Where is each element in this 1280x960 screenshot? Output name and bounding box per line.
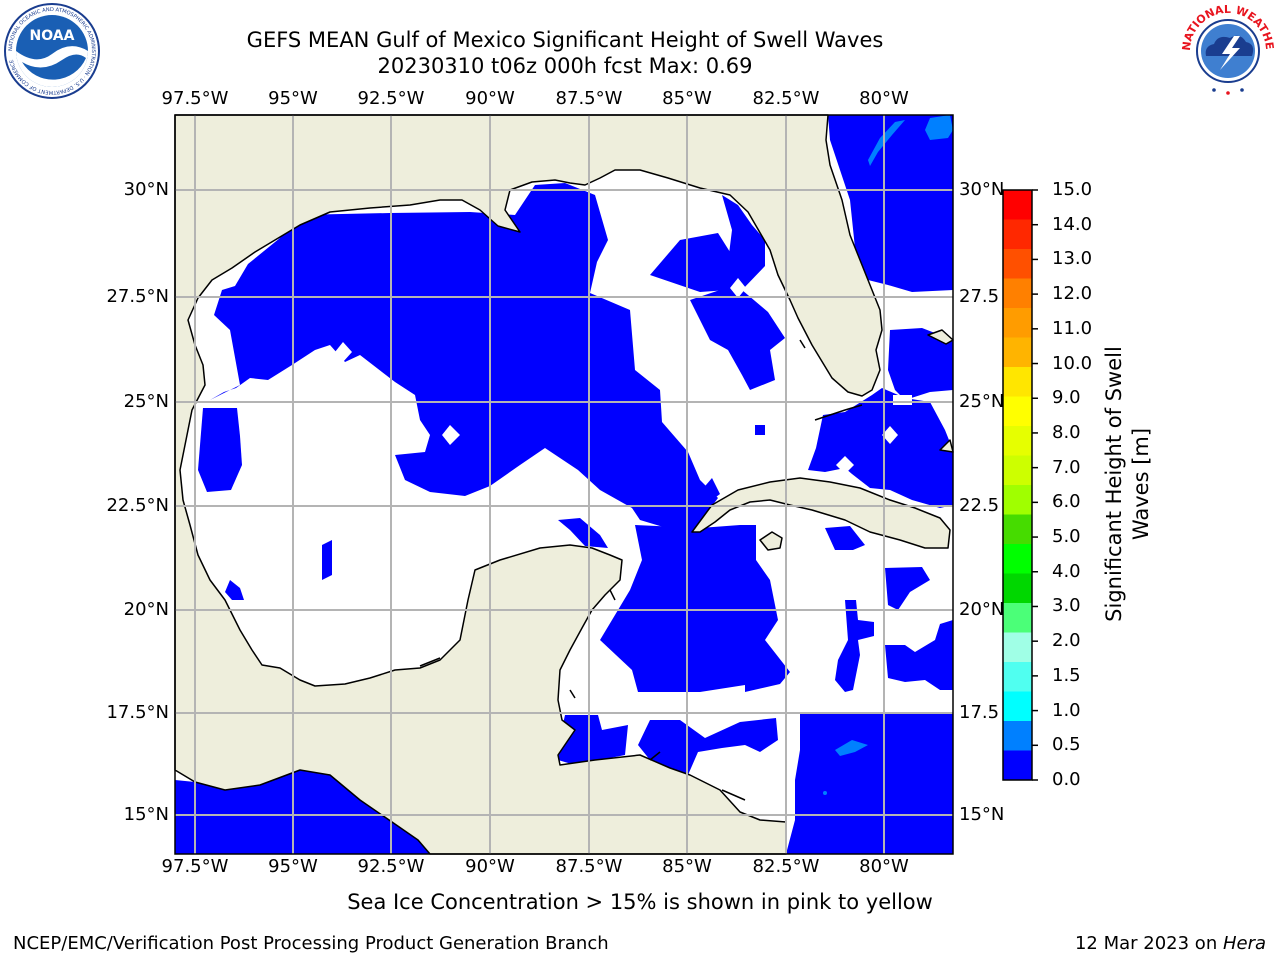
noaa-logo: NOAA NATIONAL OCEANIC AND ATMOSPHERIC AD… [4, 3, 100, 99]
lon-label-bottom: 80°W [859, 856, 909, 877]
small-islands [419, 339, 863, 801]
lon-label-top: 82.5°W [752, 88, 820, 109]
colorbar-segment [1003, 544, 1032, 574]
map-title: GEFS MEAN Gulf of Mexico Significant Hei… [246, 28, 884, 52]
lon-label-bottom: 97.5°W [161, 856, 229, 877]
colorbar-segment [1003, 249, 1032, 279]
colorbar-segment [1003, 691, 1032, 722]
colorbar-tick-label: 1.5 [1052, 664, 1081, 686]
colorbar-tick-label: 5.0 [1052, 526, 1081, 548]
swell-half-meter-patches [823, 115, 953, 795]
lat-label-left: 17.5°N [106, 702, 169, 723]
map-subtitle: 20230310 t06z 000h fcst Max: 0.69 [377, 54, 753, 78]
colorbar-segment [1003, 573, 1032, 604]
colorbar-segment [1003, 219, 1032, 250]
colorbar-tick-label: 9.0 [1052, 387, 1081, 409]
footer-host: Hera [1222, 933, 1266, 954]
colorbar-segment [1003, 396, 1032, 427]
colorbar [1002, 189, 1038, 781]
colorbar-segment [1003, 485, 1032, 515]
colorbar-tick-label: 1.0 [1052, 699, 1081, 721]
lon-label-top: 85°W [662, 88, 712, 109]
lon-label-top: 80°W [859, 88, 909, 109]
colorbar-segment [1003, 750, 1032, 781]
colorbar-segment [1003, 278, 1032, 309]
colorbar-segment [1003, 367, 1032, 397]
lat-label-left: 22.5°N [106, 495, 169, 516]
swell-zero-region [175, 115, 953, 854]
lon-label-bottom: 90°W [465, 856, 515, 877]
swell-holes [335, 278, 912, 474]
lon-label-bottom: 95°W [268, 856, 318, 877]
lat-label-right: 30°N [959, 179, 1005, 200]
colorbar-segment [1003, 514, 1032, 545]
lon-label-top: 90°W [465, 88, 515, 109]
colorbar-segment [1003, 337, 1032, 368]
sea-ice-note: Sea Ice Concentration > 15% is shown in … [347, 890, 933, 914]
lat-label-left: 20°N [123, 599, 169, 620]
colorbar-tick-label: 14.0 [1052, 213, 1093, 235]
lon-label-bottom: 82.5°W [752, 856, 820, 877]
lon-label-top: 95°W [268, 88, 318, 109]
colorbar-label: Significant Height of Swell Waves [m] [1102, 346, 1153, 622]
lon-label-top: 92.5°W [357, 88, 425, 109]
lat-label-right: 22.5 [959, 495, 1000, 516]
colorbar-tick-label: 6.0 [1052, 491, 1081, 513]
noaa-logo-text: NOAA [30, 28, 75, 44]
colorbar-segment [1003, 426, 1032, 456]
colorbar-tick-label: 3.0 [1052, 595, 1081, 617]
lon-label-bottom: 87.5°W [555, 856, 623, 877]
colorbar-tick-label: 0.0 [1052, 769, 1081, 790]
lat-label-right: 17.5 [959, 702, 1000, 723]
colorbar-segment [1003, 308, 1032, 338]
colorbar-tick-label: 11.0 [1052, 317, 1093, 339]
colorbar-tick-label: 10.0 [1052, 352, 1093, 374]
lon-label-bottom: 92.5°W [357, 856, 425, 877]
lat-label-left: 25°N [123, 391, 169, 412]
colorbar-segment [1003, 603, 1032, 633]
lat-label-right: 27.5 [959, 286, 1000, 307]
colorbar-tick-label: 7.0 [1052, 456, 1081, 478]
graticule [175, 115, 953, 854]
colorbar-tick-label: 13.0 [1052, 248, 1093, 270]
lon-label-bottom: 85°W [662, 856, 712, 877]
map-frame [174, 114, 954, 855]
colorbar-segment [1003, 190, 1032, 220]
colorbar-tick-label: 2.0 [1052, 630, 1081, 652]
colorbar-frame [1002, 189, 1033, 781]
colorbar-tick-label: 15.0 [1052, 179, 1093, 200]
nws-logo: NATIONAL WEATHER SERVICE [1178, 2, 1276, 97]
colorbar-segment [1003, 455, 1032, 486]
lat-label-left: 15°N [123, 804, 169, 825]
footer-date: 12 Mar 2023 on Hera [1074, 933, 1266, 954]
lat-label-right: 15°N [959, 804, 1005, 825]
colorbar-tick-label: 4.0 [1052, 560, 1081, 582]
lat-label-right: 25°N [959, 391, 1005, 412]
footer-credit: NCEP/EMC/Verification Post Processing Pr… [13, 933, 609, 954]
lat-label-left: 30°N [123, 179, 169, 200]
colorbar-segment [1003, 662, 1032, 692]
lon-label-top: 97.5°W [161, 88, 229, 109]
lon-label-top: 87.5°W [555, 88, 623, 109]
colorbar-segment [1003, 632, 1032, 663]
colorbar-segment [1003, 721, 1032, 751]
colorbar-tick-label: 0.5 [1052, 734, 1081, 756]
colorbar-tick-label: 12.0 [1052, 283, 1093, 305]
colorbar-tick-label: 8.0 [1052, 421, 1081, 443]
lat-label-right: 20°N [959, 599, 1005, 620]
lat-label-left: 27.5°N [106, 286, 169, 307]
